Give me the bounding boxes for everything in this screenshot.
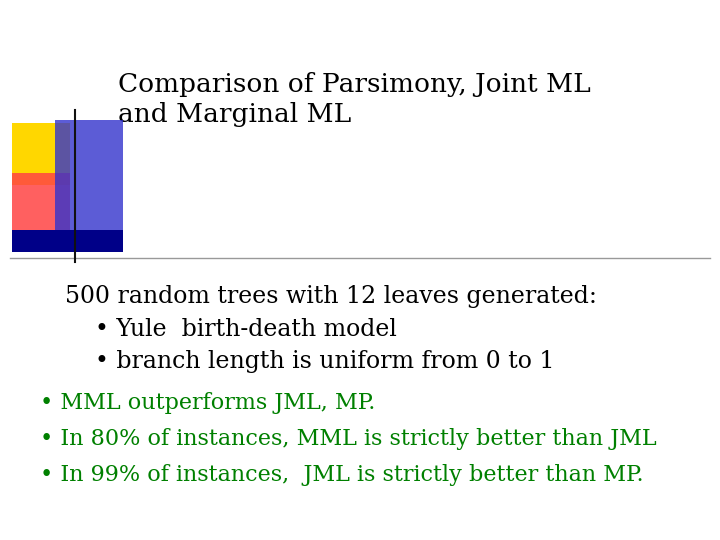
Text: and Marginal ML: and Marginal ML [118, 102, 351, 127]
Text: • branch length is uniform from 0 to 1: • branch length is uniform from 0 to 1 [95, 350, 554, 373]
FancyBboxPatch shape [12, 173, 70, 235]
Text: • Yule  birth-death model: • Yule birth-death model [95, 318, 397, 341]
Text: Comparison of Parsimony, Joint ML: Comparison of Parsimony, Joint ML [118, 72, 590, 97]
Text: • In 80% of instances, MML is strictly better than JML: • In 80% of instances, MML is strictly b… [40, 428, 657, 450]
FancyBboxPatch shape [12, 230, 123, 252]
FancyBboxPatch shape [12, 123, 70, 185]
Text: • In 99% of instances,  JML is strictly better than MP.: • In 99% of instances, JML is strictly b… [40, 464, 644, 486]
Text: • MML outperforms JML, MP.: • MML outperforms JML, MP. [40, 392, 375, 414]
FancyBboxPatch shape [55, 120, 123, 240]
Text: 500 random trees with 12 leaves generated:: 500 random trees with 12 leaves generate… [65, 285, 597, 308]
